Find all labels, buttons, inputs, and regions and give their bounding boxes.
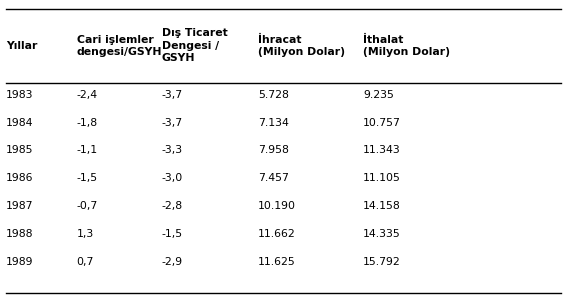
- Text: İthalat
(Milyon Dolar): İthalat (Milyon Dolar): [363, 35, 450, 57]
- Text: -3,0: -3,0: [162, 173, 183, 183]
- Text: 7.457: 7.457: [258, 173, 289, 183]
- Text: -3,3: -3,3: [162, 145, 183, 155]
- Text: -2,9: -2,9: [162, 257, 183, 267]
- Text: Dış Ticaret
Dengesi /
GSYH: Dış Ticaret Dengesi / GSYH: [162, 28, 227, 63]
- Text: 0,7: 0,7: [77, 257, 94, 267]
- Text: -2,8: -2,8: [162, 201, 183, 211]
- Text: 1983: 1983: [6, 90, 33, 100]
- Text: -1,5: -1,5: [77, 173, 98, 183]
- Text: 7.134: 7.134: [258, 118, 289, 128]
- Text: -1,1: -1,1: [77, 145, 98, 155]
- Text: 11.105: 11.105: [363, 173, 401, 183]
- Text: Cari işlemler
dengesi/GSYH: Cari işlemler dengesi/GSYH: [77, 35, 162, 57]
- Text: 11.662: 11.662: [258, 229, 296, 239]
- Text: 1,3: 1,3: [77, 229, 94, 239]
- Text: -3,7: -3,7: [162, 90, 183, 100]
- Text: 11.343: 11.343: [363, 145, 401, 155]
- Text: 1986: 1986: [6, 173, 33, 183]
- Text: İhracat
(Milyon Dolar): İhracat (Milyon Dolar): [258, 35, 345, 57]
- Text: 10.757: 10.757: [363, 118, 401, 128]
- Text: 1984: 1984: [6, 118, 33, 128]
- Text: -1,5: -1,5: [162, 229, 183, 239]
- Text: 1988: 1988: [6, 229, 33, 239]
- Text: -2,4: -2,4: [77, 90, 98, 100]
- Text: 9.235: 9.235: [363, 90, 393, 100]
- Text: 14.158: 14.158: [363, 201, 401, 211]
- Text: -0,7: -0,7: [77, 201, 98, 211]
- Text: 11.625: 11.625: [258, 257, 296, 267]
- Text: 1985: 1985: [6, 145, 33, 155]
- Text: 7.958: 7.958: [258, 145, 289, 155]
- Text: 15.792: 15.792: [363, 257, 401, 267]
- Text: 5.728: 5.728: [258, 90, 289, 100]
- Text: Yıllar: Yıllar: [6, 41, 37, 51]
- Text: 1987: 1987: [6, 201, 33, 211]
- Text: 10.190: 10.190: [258, 201, 296, 211]
- Text: 14.335: 14.335: [363, 229, 401, 239]
- Text: -3,7: -3,7: [162, 118, 183, 128]
- Text: 1989: 1989: [6, 257, 33, 267]
- Text: -1,8: -1,8: [77, 118, 98, 128]
